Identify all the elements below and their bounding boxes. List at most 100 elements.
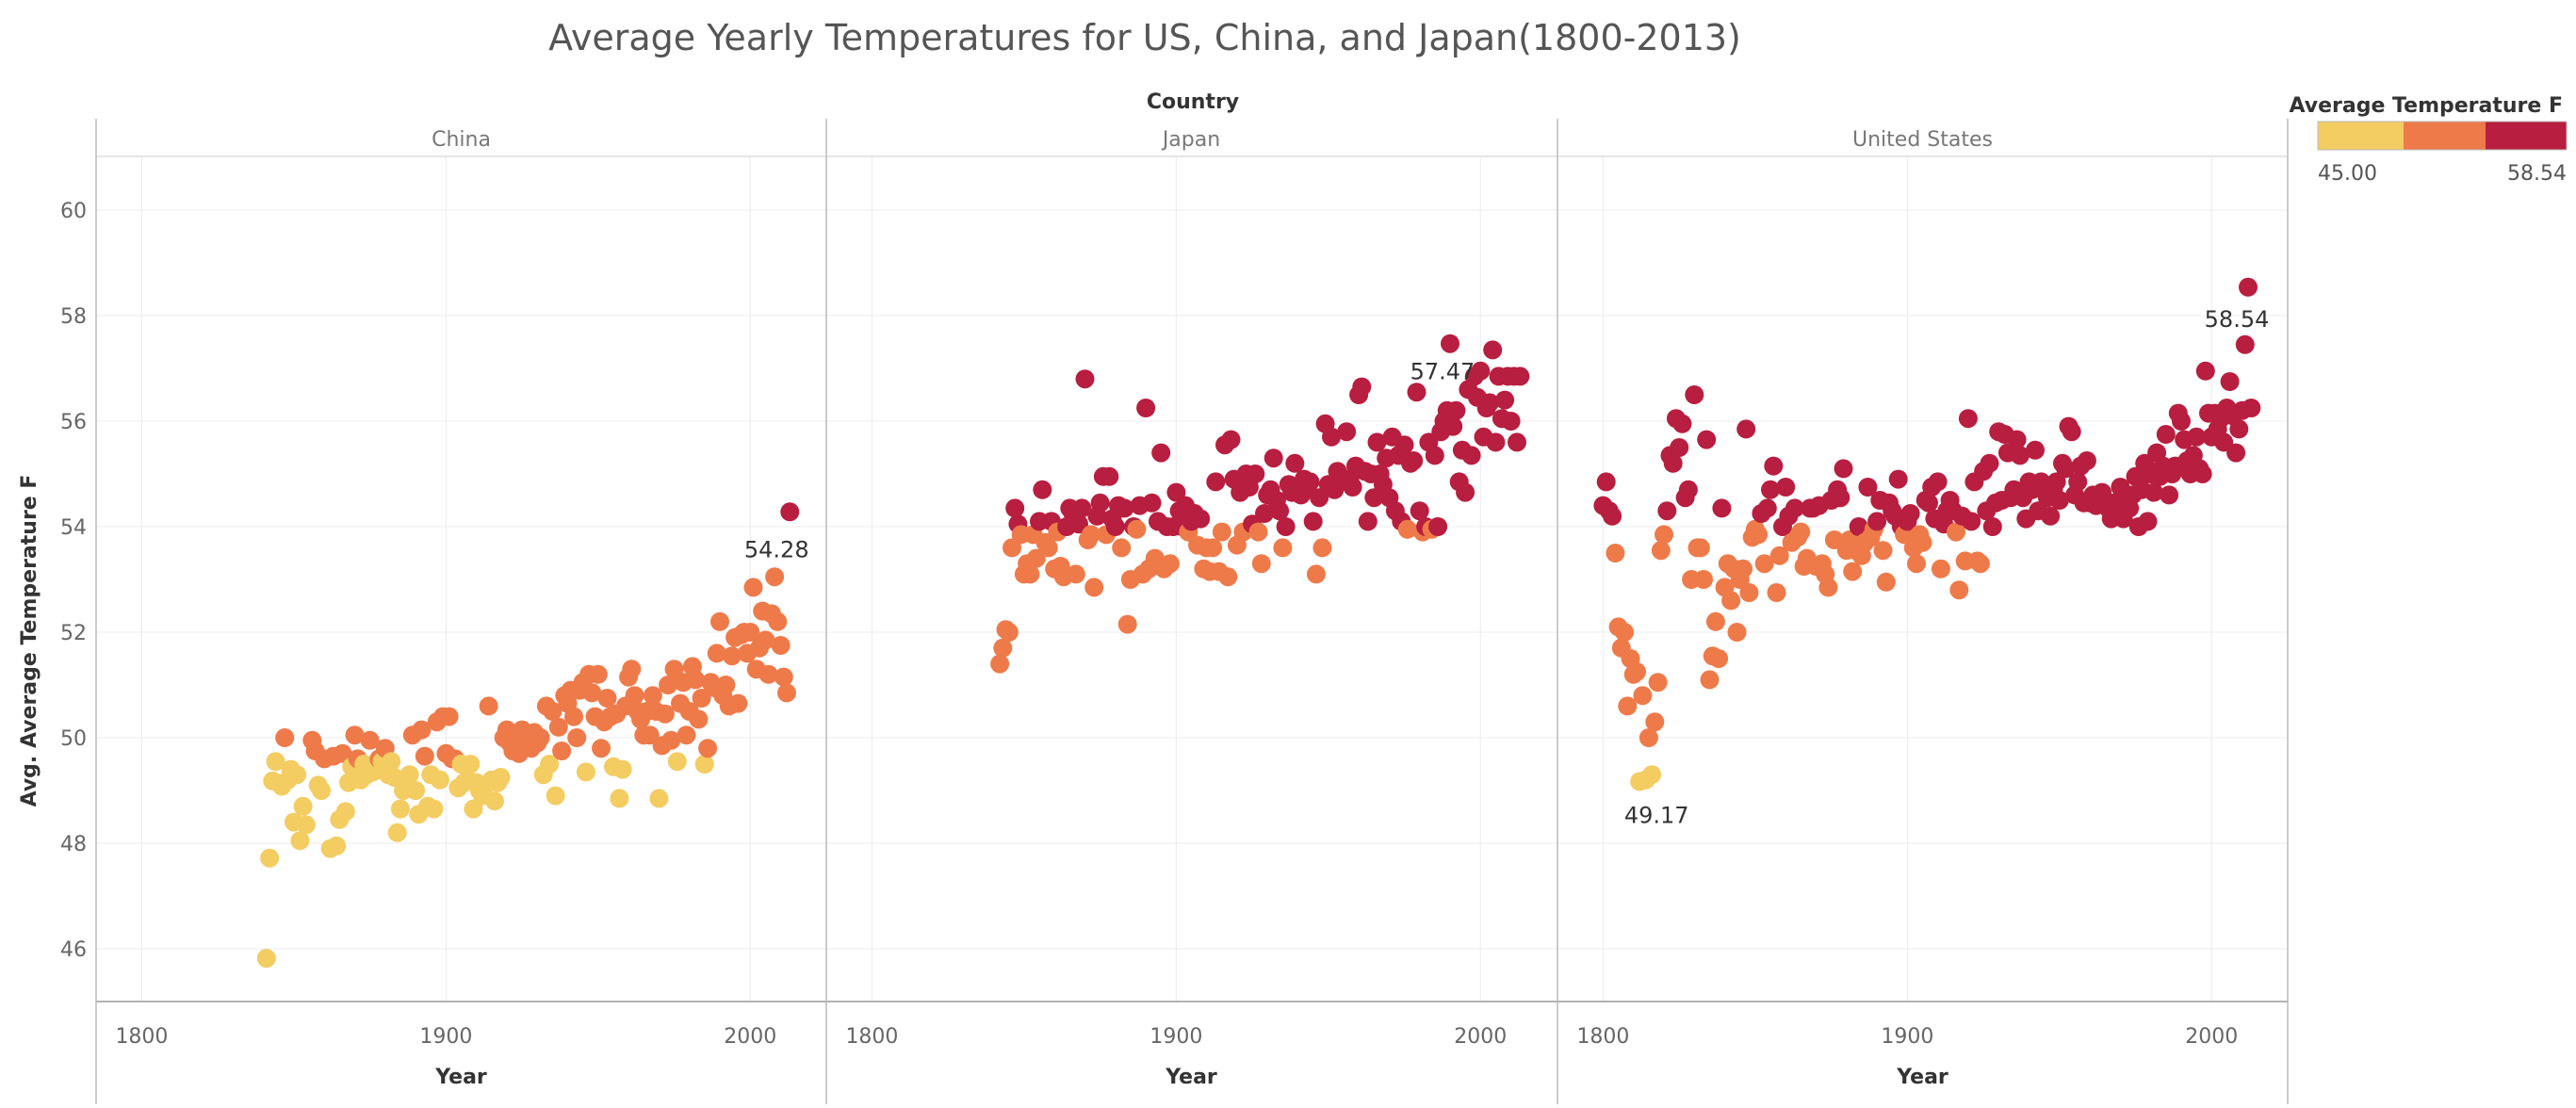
data-point bbox=[1888, 469, 1908, 489]
x-tick-label: 1900 bbox=[1881, 1025, 1933, 1049]
data-point bbox=[1248, 522, 1268, 542]
data-point bbox=[2056, 459, 2076, 479]
data-point bbox=[1913, 532, 1932, 552]
data-point bbox=[1700, 670, 1720, 690]
data-point bbox=[430, 770, 449, 790]
data-point bbox=[741, 623, 760, 642]
data-point bbox=[390, 799, 410, 819]
data-point bbox=[1501, 412, 1521, 431]
data-point bbox=[1776, 478, 1796, 497]
data-point bbox=[1443, 416, 1463, 436]
data-point bbox=[1690, 538, 1710, 558]
data-point bbox=[485, 791, 504, 811]
data-point bbox=[999, 623, 1019, 642]
x-tick-label: 1800 bbox=[845, 1025, 898, 1049]
data-point bbox=[1757, 498, 1777, 518]
data-point bbox=[1727, 623, 1747, 642]
data-point bbox=[1166, 482, 1186, 502]
data-point bbox=[1033, 480, 1052, 499]
data-point bbox=[1151, 443, 1171, 463]
data-point bbox=[464, 799, 483, 819]
data-point bbox=[1300, 472, 1320, 492]
x-tick-label: 2000 bbox=[1454, 1025, 1507, 1049]
data-point bbox=[1834, 459, 1853, 479]
data-point bbox=[1322, 427, 1341, 447]
data-point bbox=[1678, 480, 1698, 499]
data-point bbox=[1670, 438, 1689, 457]
data-point bbox=[266, 752, 285, 772]
data-point bbox=[1627, 662, 1646, 681]
data-point bbox=[1221, 430, 1241, 449]
data-point bbox=[1655, 525, 1673, 545]
data-point bbox=[1471, 361, 1491, 381]
data-point bbox=[564, 707, 583, 726]
data-point bbox=[1480, 393, 1499, 413]
data-point bbox=[1970, 554, 1990, 574]
data-point bbox=[1273, 538, 1293, 558]
data-point bbox=[479, 696, 498, 716]
data-point bbox=[1510, 367, 1530, 386]
data-point bbox=[677, 725, 696, 745]
data-point bbox=[1672, 414, 1692, 433]
data-point bbox=[1907, 554, 1926, 574]
data-point bbox=[335, 802, 355, 822]
data-point bbox=[287, 765, 307, 785]
data-point bbox=[1633, 686, 1653, 706]
data-point bbox=[2010, 446, 2030, 465]
y-tick-label: 48 bbox=[60, 833, 87, 856]
x-tick-label: 1900 bbox=[419, 1025, 472, 1049]
data-point bbox=[406, 781, 426, 800]
data-point bbox=[1090, 493, 1110, 513]
data-point bbox=[582, 683, 602, 703]
data-point bbox=[758, 664, 778, 684]
x-tick-label: 1800 bbox=[115, 1025, 168, 1049]
data-point bbox=[461, 755, 481, 774]
data-point bbox=[1928, 472, 1948, 492]
data-point bbox=[1251, 554, 1271, 574]
data-point bbox=[260, 848, 280, 868]
data-point bbox=[1203, 538, 1223, 558]
data-point bbox=[275, 728, 295, 747]
y-tick-label: 60 bbox=[60, 200, 87, 223]
data-point bbox=[1394, 435, 1414, 455]
data-point bbox=[1142, 493, 1162, 513]
data-point bbox=[360, 730, 380, 750]
data-point bbox=[2239, 277, 2258, 297]
data-point bbox=[1645, 712, 1665, 732]
data-point bbox=[1596, 472, 1616, 492]
data-point bbox=[1105, 517, 1125, 536]
data-point bbox=[592, 739, 611, 758]
annotation-label-united-states: 49.17 bbox=[1624, 802, 1689, 828]
data-point bbox=[2226, 443, 2246, 463]
data-point bbox=[1685, 385, 1704, 404]
data-point bbox=[1947, 522, 1965, 542]
data-point bbox=[694, 755, 714, 774]
data-point bbox=[1651, 541, 1671, 561]
legend-swatch-mid bbox=[2404, 122, 2486, 150]
data-point bbox=[728, 693, 748, 713]
data-point bbox=[2220, 372, 2240, 391]
data-point bbox=[655, 704, 675, 724]
data-point bbox=[1276, 517, 1296, 536]
data-point bbox=[399, 765, 419, 785]
data-point bbox=[1081, 525, 1101, 545]
data-point bbox=[1312, 538, 1332, 558]
data-point bbox=[1712, 498, 1732, 518]
x-axis-title: Year bbox=[1165, 1066, 1217, 1089]
data-point bbox=[990, 654, 1010, 674]
data-point bbox=[768, 611, 788, 631]
data-point bbox=[1410, 501, 1429, 521]
data-point bbox=[1849, 517, 1868, 536]
data-point bbox=[543, 702, 562, 721]
panel-header-united-states: United States bbox=[1852, 128, 1993, 152]
data-point bbox=[625, 686, 644, 706]
data-point bbox=[576, 762, 595, 782]
data-point bbox=[1721, 591, 1741, 611]
panel-header-china: China bbox=[432, 128, 491, 152]
data-point bbox=[1958, 409, 1978, 429]
data-point bbox=[1639, 728, 1658, 747]
data-point bbox=[640, 725, 660, 745]
data-point bbox=[1084, 578, 1104, 597]
data-point bbox=[1980, 453, 1999, 473]
